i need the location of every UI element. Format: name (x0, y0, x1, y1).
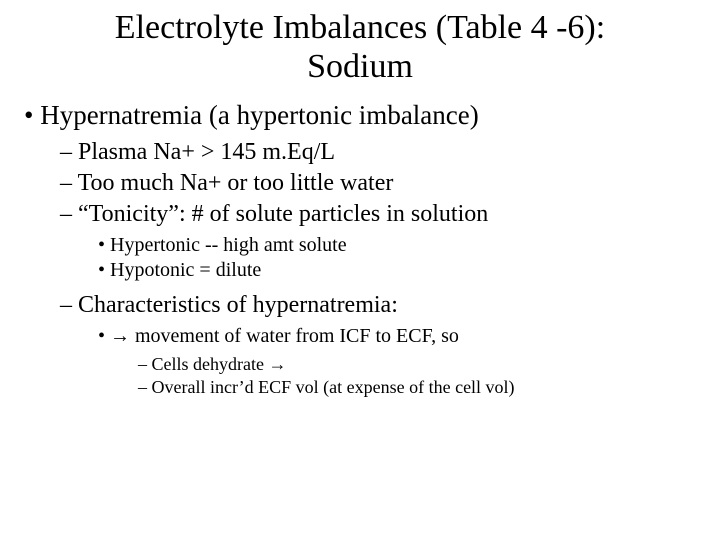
bullet-level3: • → movement of water from ICF to ECF, s… (98, 325, 700, 348)
bullet-level3: • Hypertonic -- high amt solute (98, 234, 700, 257)
bullet-level2: – Too much Na+ or too little water (60, 170, 700, 197)
bullet-level2: – Plasma Na+ > 145 m.Eq/L (60, 139, 700, 166)
bullet-level2: – “Tonicity”: # of solute particles in s… (60, 201, 700, 228)
slide-title: Electrolyte Imbalances (Table 4 -6): Sod… (20, 8, 700, 86)
title-line-1: Electrolyte Imbalances (Table 4 -6): (20, 8, 700, 47)
bullet-level4: – Overall incr’d ECF vol (at expense of … (138, 377, 700, 398)
bullet-level1: • Hypernatremia (a hypertonic imbalance) (24, 100, 700, 131)
bullet-level4: – Cells dehydrate → (138, 354, 700, 375)
bullet-level3: • Hypotonic = dilute (98, 259, 700, 282)
title-line-2: Sodium (20, 47, 700, 86)
bullet-level2: – Characteristics of hypernatremia: (60, 292, 700, 319)
